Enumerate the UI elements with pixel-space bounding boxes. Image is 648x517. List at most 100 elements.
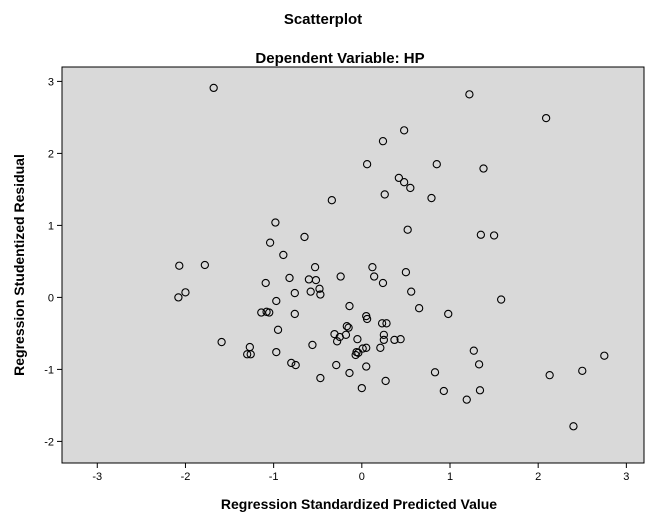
- data-point: [341, 330, 351, 339]
- x-tick-label: -3: [92, 471, 102, 483]
- data-point: [181, 288, 190, 297]
- data-point: [358, 344, 367, 353]
- data-point: [390, 335, 399, 345]
- data-point: [257, 308, 266, 317]
- data-point: [378, 278, 388, 288]
- y-axis: -2 -1 0 1 2 3: [44, 76, 62, 448]
- data-point: [496, 295, 506, 304]
- x-tick-label: 1: [447, 471, 453, 483]
- data-point: [315, 284, 324, 293]
- data-point: [279, 250, 288, 260]
- data-point: [396, 335, 405, 344]
- data-point: [217, 337, 226, 347]
- data-point: [362, 314, 372, 324]
- data-point: [342, 322, 351, 331]
- data-point: [474, 360, 484, 369]
- data-points: [174, 83, 609, 431]
- data-point: [308, 340, 317, 350]
- x-tick-label: 0: [359, 471, 365, 483]
- data-point: [345, 368, 354, 378]
- data-point: [407, 287, 416, 296]
- data-point: [370, 272, 379, 281]
- data-point: [332, 337, 342, 346]
- data-point: [265, 308, 274, 317]
- data-point: [209, 83, 218, 93]
- chart-subtitle: Dependent Variable: HP: [255, 50, 424, 67]
- data-point: [174, 293, 183, 302]
- data-point: [265, 238, 275, 247]
- data-point: [401, 268, 411, 277]
- data-point: [362, 160, 372, 169]
- data-point: [465, 90, 474, 99]
- data-point: [377, 319, 387, 328]
- y-tick-label: 3: [48, 76, 54, 88]
- data-point: [545, 371, 554, 380]
- data-point: [316, 290, 325, 299]
- data-point: [344, 323, 353, 332]
- data-point: [394, 173, 404, 183]
- data-point: [273, 325, 283, 334]
- data-point: [444, 309, 453, 319]
- data-point: [300, 232, 309, 242]
- data-point: [332, 360, 341, 370]
- data-point: [362, 343, 371, 352]
- data-point: [243, 350, 252, 359]
- y-tick-label: 0: [48, 292, 54, 304]
- data-point: [246, 350, 255, 359]
- data-point: [378, 137, 388, 146]
- data-point: [306, 287, 315, 296]
- chart-title: Scatterplot: [284, 11, 362, 28]
- data-point: [327, 196, 336, 205]
- data-point: [353, 335, 362, 344]
- data-point: [272, 296, 281, 306]
- y-tick-label: 1: [48, 220, 54, 232]
- data-point: [175, 261, 184, 270]
- x-tick-label: 2: [535, 471, 541, 483]
- x-tick-label: -1: [269, 471, 279, 483]
- data-point: [399, 126, 409, 135]
- y-tick-label: -1: [44, 364, 54, 376]
- data-point: [430, 368, 440, 377]
- data-point: [290, 309, 299, 319]
- data-point: [600, 351, 609, 360]
- data-point: [462, 395, 471, 404]
- x-axis-label: Regression Standardized Predicted Value: [221, 496, 497, 512]
- data-point: [200, 260, 210, 270]
- data-point: [354, 348, 363, 357]
- data-point: [290, 288, 299, 298]
- data-point: [578, 366, 587, 375]
- data-point: [261, 278, 270, 288]
- data-point: [406, 183, 415, 193]
- data-point: [336, 272, 345, 281]
- data-point: [291, 360, 300, 370]
- data-point: [285, 273, 294, 283]
- data-point: [479, 164, 488, 173]
- data-point: [316, 373, 325, 383]
- data-point: [432, 160, 441, 169]
- data-point: [399, 178, 409, 187]
- data-point: [427, 193, 436, 203]
- data-point: [476, 230, 486, 239]
- data-point: [272, 347, 281, 357]
- data-point: [541, 113, 551, 123]
- data-point: [351, 350, 360, 360]
- x-axis: -3 -2 -1 0 1 2 3: [92, 463, 629, 483]
- y-tick-label: -2: [44, 436, 54, 448]
- data-point: [569, 422, 578, 431]
- plot-area: [61, 66, 645, 464]
- data-point: [475, 386, 485, 395]
- data-point: [469, 346, 478, 355]
- y-axis-label: Regression Studentized Residual: [11, 154, 27, 376]
- x-tick-label: -2: [181, 471, 191, 483]
- x-tick-label: 3: [623, 471, 629, 483]
- data-point: [311, 275, 321, 285]
- data-point: [345, 301, 354, 311]
- data-point: [489, 231, 499, 240]
- data-point: [362, 362, 371, 371]
- data-point: [381, 376, 390, 386]
- data-point: [439, 386, 448, 396]
- y-tick-label: 2: [48, 148, 54, 160]
- data-point: [379, 335, 389, 345]
- data-point: [379, 330, 389, 339]
